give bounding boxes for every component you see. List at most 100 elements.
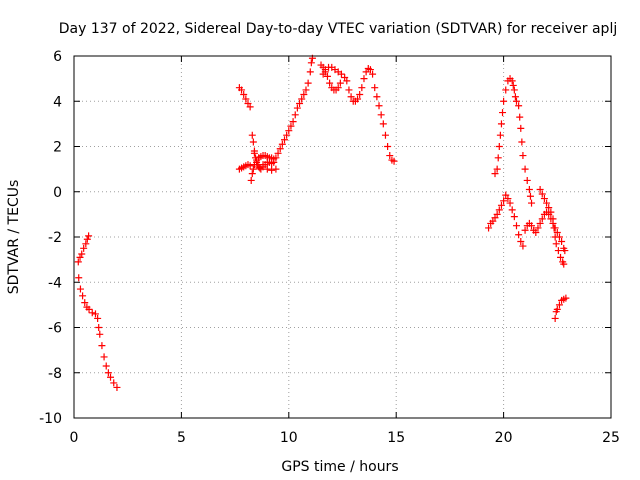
data-point [255,154,263,162]
data-point [516,113,524,121]
data-point [528,199,536,207]
data-point [493,210,501,218]
data-point [354,95,362,103]
data-point [358,84,366,92]
data-point [104,369,112,377]
data-point [485,224,493,232]
data-point [74,258,82,266]
data-point [555,301,563,309]
data-point [550,224,558,232]
data-point [281,136,289,144]
data-point [83,235,91,243]
data-point [495,206,503,214]
data-point [552,240,560,248]
data-point [371,84,379,92]
x-tick-label: 0 [70,430,79,446]
y-tick-label: -2 [48,230,62,246]
data-point [534,224,542,232]
data-point [545,204,553,212]
data-point [276,145,284,153]
data-point [246,162,254,170]
data-point [525,185,533,193]
data-point [510,86,518,94]
data-point [259,161,267,169]
data-point [334,84,342,92]
y-tick-label: -4 [48,275,62,291]
data-point [85,232,93,240]
data-point [319,70,327,78]
data-point [107,373,115,381]
data-point [356,90,364,98]
data-point [497,120,505,128]
data-point [268,166,276,174]
data-point [384,143,392,150]
data-point [499,109,507,117]
data-point [100,353,108,361]
data-point [88,309,96,317]
data-point [562,294,570,302]
data-point [278,140,286,148]
data-point [323,72,331,80]
y-tick-label: 2 [53,140,62,156]
y-tick-label: -10 [39,411,62,427]
data-point [561,247,569,255]
data-point [300,90,308,98]
y-tick-label: 6 [53,49,62,65]
x-tick-label: 20 [495,430,513,446]
y-tick-labels: -10 -8 -6 -4 -2 0 2 4 6 [39,49,62,427]
data-point [302,86,310,94]
data-point [551,314,559,322]
data-point [538,190,546,198]
data-point [238,86,246,94]
data-point [519,242,527,250]
data-point [560,260,568,268]
data-point [326,79,334,87]
data-point [504,195,512,203]
data-point [82,240,90,248]
data-point [91,310,99,318]
data-point [345,86,353,94]
data-point [272,154,280,162]
data-point [515,231,523,239]
data-point [518,138,526,146]
data-point [508,206,516,214]
data-point [497,201,505,209]
data-point [336,79,344,87]
data-point [521,165,529,173]
data-point [381,131,389,139]
data-point [532,228,540,236]
data-point [553,305,561,313]
data-point [81,299,89,307]
data-point [272,165,280,173]
data-point [75,274,83,282]
data-point [304,79,312,87]
data-point [557,253,565,261]
data-point [375,102,383,110]
data-point [536,219,544,227]
data-point [287,122,295,130]
data-point [285,127,293,135]
data-point [360,75,368,83]
data-point [386,152,394,160]
data-point [379,120,387,128]
data-points [74,54,570,391]
data-point [85,305,93,313]
data-point [347,93,355,101]
data-point [289,118,297,126]
data-point [113,383,121,391]
data-point [512,97,520,105]
data-point [263,165,271,173]
data-point [250,149,258,157]
data-point [80,244,88,252]
x-axis-label: GPS time / hours [281,459,398,475]
data-point [296,100,304,108]
data-point [502,86,510,94]
data-point [543,199,551,207]
data-point [98,342,106,350]
data-point [110,379,118,387]
data-point [79,292,87,300]
y-axis-label: SDTVAR / TECUs [6,180,22,295]
data-point [515,102,523,110]
data-point [517,124,525,132]
